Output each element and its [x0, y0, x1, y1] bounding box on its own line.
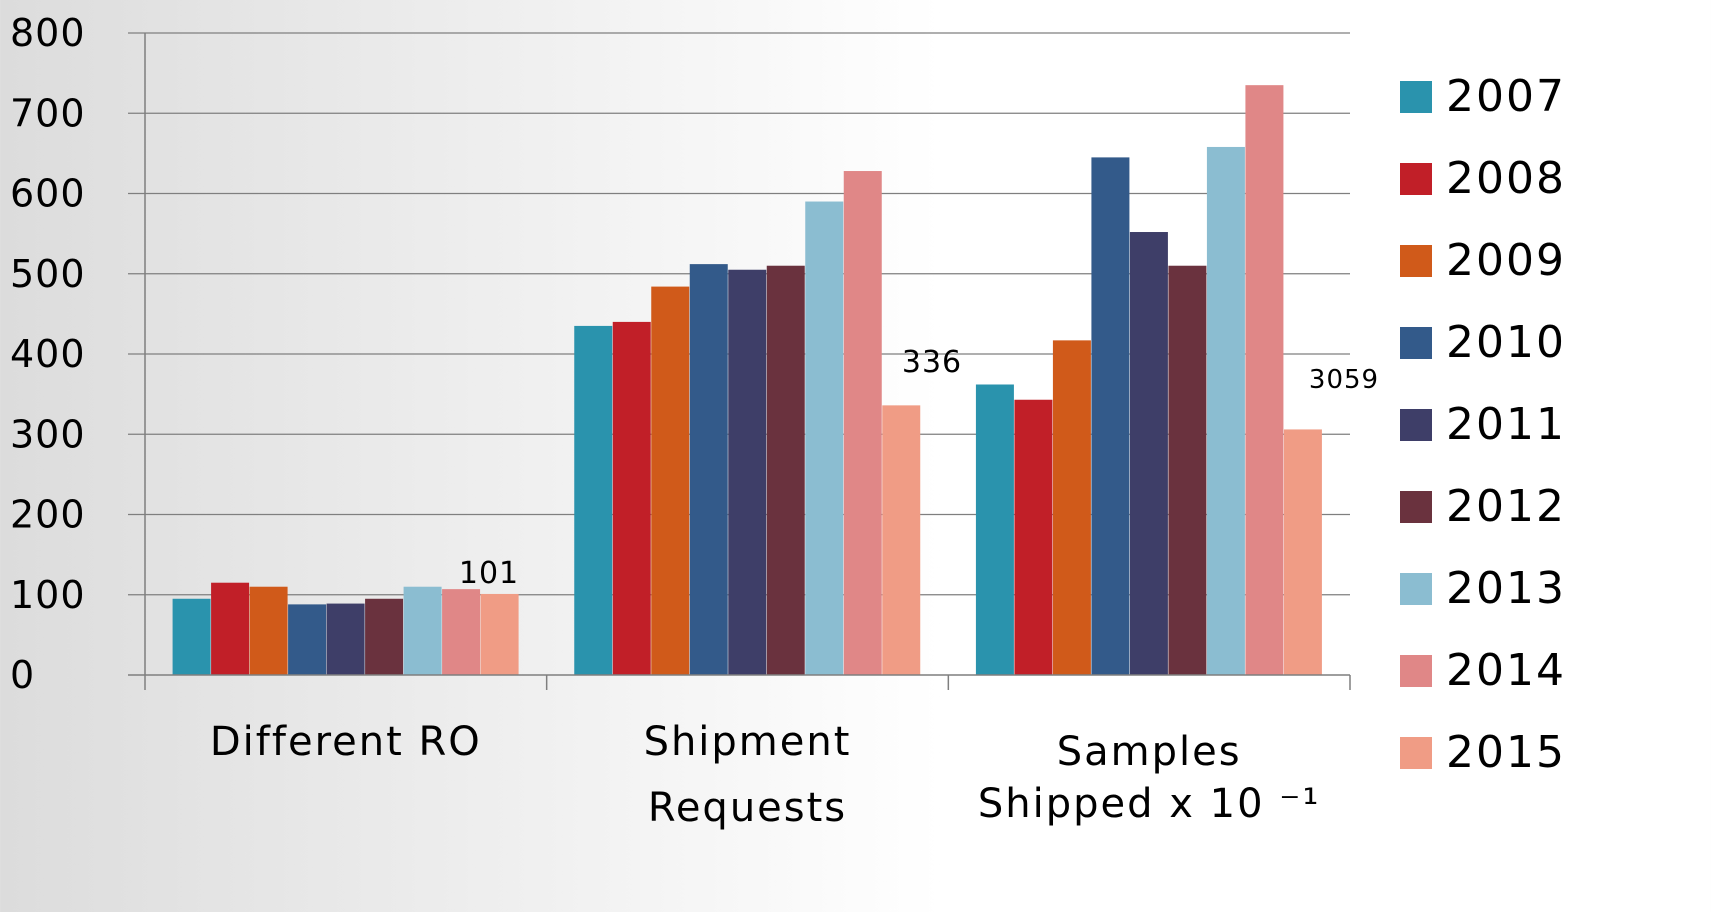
bar: [975, 384, 1014, 675]
x-category-label: Samples: [1057, 729, 1242, 775]
y-tick-label: 200: [10, 493, 86, 537]
bar: [249, 586, 288, 675]
data-label: 3059: [1309, 365, 1379, 395]
bar: [612, 321, 651, 675]
bar: [1283, 429, 1322, 675]
x-category-label: Requests: [648, 785, 847, 831]
bar: [1014, 399, 1053, 675]
bar: [365, 598, 404, 675]
legend-swatch: [1400, 491, 1432, 523]
y-tick-label: 800: [10, 11, 86, 55]
bar: [689, 264, 728, 675]
legend-label: 2015: [1446, 727, 1566, 778]
legend-swatch: [1400, 737, 1432, 769]
legend-swatch: [1400, 655, 1432, 687]
legend-label: 2010: [1446, 317, 1566, 368]
legend-swatch: [1400, 163, 1432, 195]
legend-label: 2009: [1446, 235, 1566, 286]
bar: [1129, 232, 1168, 675]
y-tick-label: 500: [10, 252, 86, 296]
y-tick-label: 100: [10, 573, 86, 617]
bar: [1245, 85, 1284, 676]
legend-label: 2008: [1446, 153, 1566, 204]
x-category-label: Shipped x 10 ⁻¹: [978, 781, 1321, 827]
bar: [574, 325, 613, 675]
data-label: 101: [459, 556, 519, 591]
y-tick-label: 400: [10, 332, 86, 376]
legend-swatch: [1400, 573, 1432, 605]
legend-swatch: [1400, 409, 1432, 441]
data-label: 336: [902, 345, 962, 380]
legend-label: 2011: [1446, 399, 1566, 450]
axis-layer: 0 100 200 300 400 500 600 700 800: [10, 11, 1351, 697]
bar: [1091, 157, 1130, 675]
bar: [882, 405, 921, 675]
bar: [403, 586, 442, 675]
legend-swatch: [1400, 327, 1432, 359]
legend-layer: 2007 2008 2009 2010 2011 2012 2013 2014 2015: [1400, 71, 1566, 778]
y-tick-label: 300: [10, 412, 86, 456]
y-tick-label: 700: [10, 91, 86, 135]
bar: [843, 171, 882, 675]
bar: [1206, 146, 1245, 675]
bar: [766, 265, 805, 675]
bars-layer: [172, 85, 1322, 676]
bar: [442, 589, 481, 675]
bar: [805, 201, 844, 675]
bar: [211, 582, 250, 675]
bar: [288, 604, 327, 675]
legend-label: 2007: [1446, 71, 1566, 122]
bar: [480, 593, 519, 675]
bar: [1168, 265, 1207, 675]
bar: [1052, 340, 1091, 675]
legend-swatch: [1400, 81, 1432, 113]
x-category-label: Shipment: [644, 719, 852, 765]
legend-swatch: [1400, 245, 1432, 277]
bar: [651, 286, 690, 675]
bar: [728, 269, 767, 675]
legend-label: 2012: [1446, 481, 1566, 532]
bar: [172, 598, 211, 675]
y-tick-label: 600: [10, 172, 86, 216]
labels-layer: Different RO Shipment Requests Samples Shipp…: [210, 345, 1379, 831]
y-tick-label: 0: [10, 653, 35, 697]
bar: [326, 603, 365, 675]
legend-label: 2013: [1446, 563, 1566, 614]
x-category-label: Different RO: [210, 719, 482, 765]
legend-label: 2014: [1446, 645, 1566, 696]
